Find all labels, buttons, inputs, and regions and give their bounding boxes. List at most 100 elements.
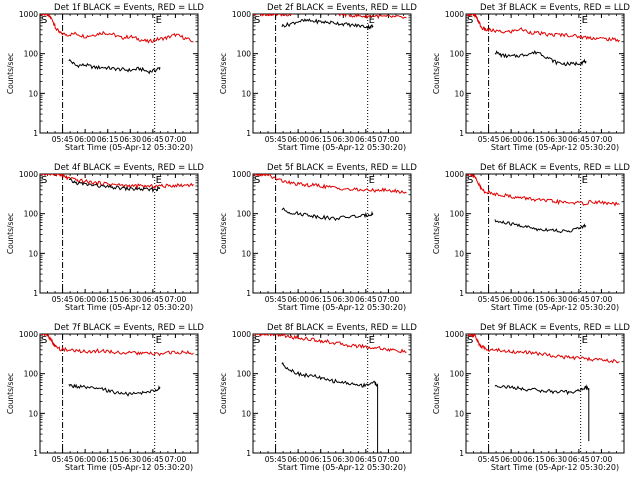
x-tick-label: 07:00 bbox=[591, 295, 613, 304]
x-tick-label: 06:15 bbox=[97, 135, 119, 144]
x-tick-label: 06:00 bbox=[500, 455, 522, 464]
y-tick-label: 100 bbox=[450, 210, 465, 219]
lld-series-line bbox=[253, 14, 407, 20]
x-tick-label: 05:45 bbox=[478, 455, 500, 464]
end-marker-label: E bbox=[582, 335, 588, 346]
x-tick-label: 06:15 bbox=[523, 135, 545, 144]
y-tick-label: 100 bbox=[237, 50, 252, 59]
x-tick-label: 06:15 bbox=[97, 455, 119, 464]
x-tick-label: 06:15 bbox=[523, 455, 545, 464]
panel-7: Det 7f BLACK = Events, RED = LLD 1 10 100 10… bbox=[6, 323, 204, 472]
x-tick-label: 05:45 bbox=[52, 135, 74, 144]
panel-6: Det 6f BLACK = Events, RED = LLD 1 10 100 10… bbox=[432, 163, 630, 312]
y-tick-label: 1 bbox=[246, 449, 251, 458]
panel-4: Det 4f BLACK = Events, RED = LLD 1 10 100 10… bbox=[6, 163, 204, 312]
x-tick-label: 06:45 bbox=[142, 295, 164, 304]
x-tick-label: 06:00 bbox=[74, 455, 96, 464]
y-tick-label: 100 bbox=[450, 50, 465, 59]
x-tick-label: 06:45 bbox=[142, 455, 164, 464]
y-tick-label: 1000 bbox=[445, 330, 464, 339]
end-marker-label: E bbox=[369, 175, 375, 186]
x-tick-label: 06:45 bbox=[142, 135, 164, 144]
y-tick-label: 10 bbox=[454, 89, 464, 98]
events-series-line bbox=[281, 207, 374, 222]
y-tick-label: 100 bbox=[237, 370, 252, 379]
y-tick-label: 10 bbox=[28, 409, 38, 418]
panel-1: Det 1f BLACK = Events, RED = LLD 1 10 100 10… bbox=[6, 3, 204, 152]
y-tick-label: 10 bbox=[241, 249, 251, 258]
panel-title: Det 6f BLACK = Events, RED = LLD bbox=[480, 163, 630, 173]
lld-series-line bbox=[40, 334, 194, 357]
y-tick-label: 1 bbox=[459, 289, 464, 298]
y-axis-label: Counts/sec bbox=[432, 373, 441, 414]
lld-series-line bbox=[41, 174, 194, 190]
y-axis-label: Counts/sec bbox=[219, 53, 228, 94]
y-tick-label: 1000 bbox=[232, 170, 251, 179]
events-series-line bbox=[281, 18, 374, 30]
panel-title: Det 4f BLACK = Events, RED = LLD bbox=[54, 163, 204, 173]
events-series-line bbox=[494, 49, 587, 67]
x-tick-label: 05:45 bbox=[265, 295, 287, 304]
plot-frame bbox=[39, 13, 199, 134]
plot-frame bbox=[465, 173, 625, 294]
y-tick-label: 100 bbox=[24, 50, 39, 59]
x-tick-label: 06:15 bbox=[310, 455, 332, 464]
x-axis-label: Start Time (05-Apr-12 05:30:20) bbox=[65, 143, 193, 152]
start-marker-label: S bbox=[467, 15, 473, 26]
start-marker-label: S bbox=[41, 335, 47, 346]
x-tick-label: 06:30 bbox=[119, 455, 141, 464]
x-axis-label: Start Time (05-Apr-12 05:30:20) bbox=[491, 303, 619, 312]
y-axis-label: Counts/sec bbox=[219, 213, 228, 254]
events-series-line bbox=[281, 361, 379, 453]
y-tick-label: 1 bbox=[33, 289, 38, 298]
x-axis-label: Start Time (05-Apr-12 05:30:20) bbox=[65, 303, 193, 312]
events-series-line bbox=[494, 384, 590, 442]
y-tick-label: 1000 bbox=[445, 10, 464, 19]
panel-title: Det 8f BLACK = Events, RED = LLD bbox=[267, 323, 417, 333]
plot-frame bbox=[252, 333, 412, 454]
x-tick-label: 06:30 bbox=[545, 295, 567, 304]
x-axis-label: Start Time (05-Apr-12 05:30:20) bbox=[278, 463, 406, 472]
x-tick-label: 06:30 bbox=[332, 455, 354, 464]
x-tick-label: 06:00 bbox=[74, 295, 96, 304]
lld-series-line bbox=[253, 174, 407, 194]
x-tick-label: 07:00 bbox=[591, 135, 613, 144]
y-tick-label: 10 bbox=[454, 409, 464, 418]
x-tick-label: 05:45 bbox=[265, 455, 287, 464]
x-tick-label: 05:45 bbox=[478, 135, 500, 144]
x-axis-label: Start Time (05-Apr-12 05:30:20) bbox=[491, 463, 619, 472]
y-tick-label: 1000 bbox=[19, 330, 38, 339]
y-tick-label: 100 bbox=[237, 210, 252, 219]
x-tick-label: 07:00 bbox=[165, 295, 187, 304]
events-series-line bbox=[494, 219, 587, 234]
panel-2: Det 2f BLACK = Events, RED = LLD 1 10 100 10… bbox=[219, 3, 417, 152]
x-axis-label: Start Time (05-Apr-12 05:30:20) bbox=[65, 463, 193, 472]
plot-frame bbox=[39, 333, 199, 454]
y-tick-label: 1 bbox=[33, 449, 38, 458]
x-tick-label: 06:30 bbox=[332, 135, 354, 144]
end-marker-label: E bbox=[369, 15, 375, 26]
panel-title: Det 9f BLACK = Events, RED = LLD bbox=[480, 323, 630, 333]
y-tick-label: 100 bbox=[24, 210, 39, 219]
x-tick-label: 05:45 bbox=[478, 295, 500, 304]
x-tick-label: 07:00 bbox=[591, 455, 613, 464]
x-tick-label: 05:45 bbox=[265, 135, 287, 144]
start-marker-label: S bbox=[254, 15, 260, 26]
y-tick-label: 1000 bbox=[19, 10, 38, 19]
y-tick-label: 1 bbox=[246, 129, 251, 138]
lld-series-line bbox=[466, 174, 620, 207]
x-tick-label: 05:45 bbox=[52, 295, 74, 304]
start-marker-label: S bbox=[254, 335, 260, 346]
x-tick-label: 06:15 bbox=[97, 295, 119, 304]
x-tick-label: 07:00 bbox=[378, 455, 400, 464]
end-marker-label: E bbox=[369, 335, 375, 346]
y-tick-label: 1000 bbox=[19, 170, 38, 179]
panel-title: Det 1f BLACK = Events, RED = LLD bbox=[54, 3, 204, 13]
panel-title: Det 3f BLACK = Events, RED = LLD bbox=[480, 3, 630, 13]
x-tick-label: 06:45 bbox=[355, 295, 377, 304]
events-series-line bbox=[68, 383, 161, 397]
x-tick-label: 06:00 bbox=[287, 135, 309, 144]
y-axis-label: Counts/sec bbox=[6, 213, 15, 254]
events-series-line bbox=[68, 58, 161, 75]
y-tick-label: 100 bbox=[450, 370, 465, 379]
